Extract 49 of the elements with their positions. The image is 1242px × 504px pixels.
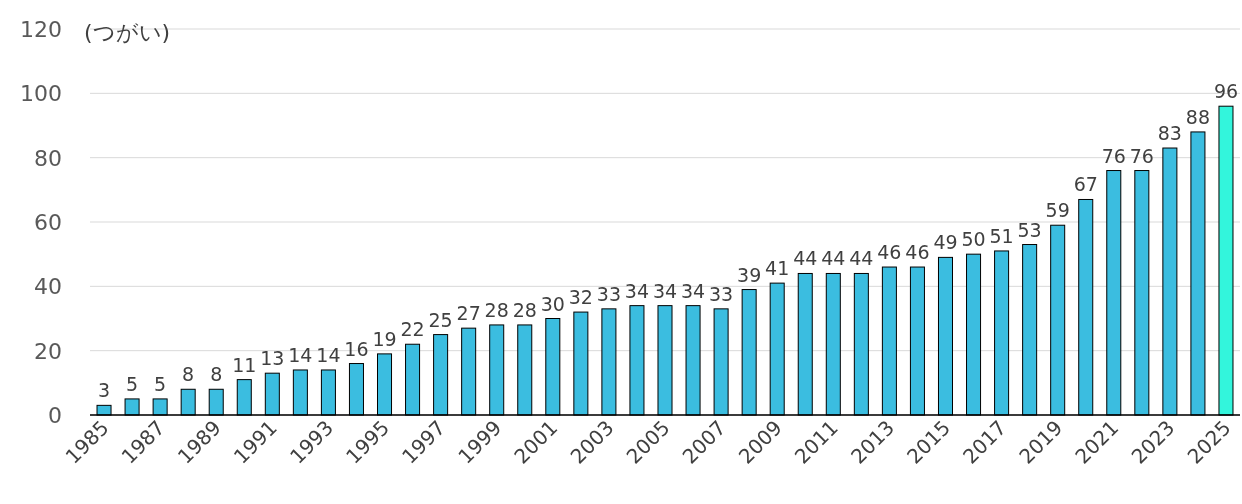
data-label: 27 [456,302,481,325]
data-label: 76 [1129,144,1154,167]
data-label: 13 [260,347,285,370]
data-label: 51 [989,224,1014,247]
data-label: 5 [154,372,167,395]
data-label: 19 [372,327,397,350]
data-label: 44 [793,247,818,270]
data-label: 76 [1101,144,1126,167]
data-label: 14 [316,343,341,366]
data-label: 28 [512,298,537,321]
data-label: 8 [210,363,223,386]
y-tick-label: 60 [34,210,62,235]
data-label: 25 [428,308,453,331]
data-label: 83 [1157,122,1182,145]
data-label: 5 [126,372,139,395]
data-label: 22 [400,318,425,341]
data-label: 53 [1017,218,1042,241]
data-label: 16 [344,337,369,360]
y-tick-label: 40 [34,274,62,300]
data-label: 96 [1213,80,1239,103]
data-label: 34 [652,279,678,302]
data-label: 34 [624,279,650,302]
data-label: 3 [97,379,111,402]
data-label: 67 [1073,173,1098,196]
data-label: 34 [680,279,706,302]
data-label: 50 [961,228,986,251]
data-label: 59 [1045,199,1070,222]
data-label: 39 [737,263,762,286]
y-tick-label: 80 [34,145,62,171]
data-label: 30 [540,292,565,315]
y-tick-label: 120 [20,17,62,42]
data-label: 33 [596,282,621,305]
data-label: 88 [1185,105,1211,128]
y-tick-label: 20 [34,338,62,364]
data-label: 46 [877,241,902,264]
data-label: 46 [905,241,930,264]
data-label: 8 [182,363,195,386]
data-label: 11 [232,353,257,376]
data-label: 44 [849,247,874,270]
y-tick-label: 0 [48,403,62,428]
data-label: 14 [288,343,313,366]
data-label: 28 [484,298,509,321]
data-label: 49 [933,231,958,254]
data-label: 41 [765,257,790,280]
data-label: 33 [709,282,734,305]
data-label: 32 [568,286,593,309]
y-tick-label: 100 [20,81,62,107]
data-label: 44 [821,247,846,270]
y-axis-title: (つがい) [84,20,171,45]
